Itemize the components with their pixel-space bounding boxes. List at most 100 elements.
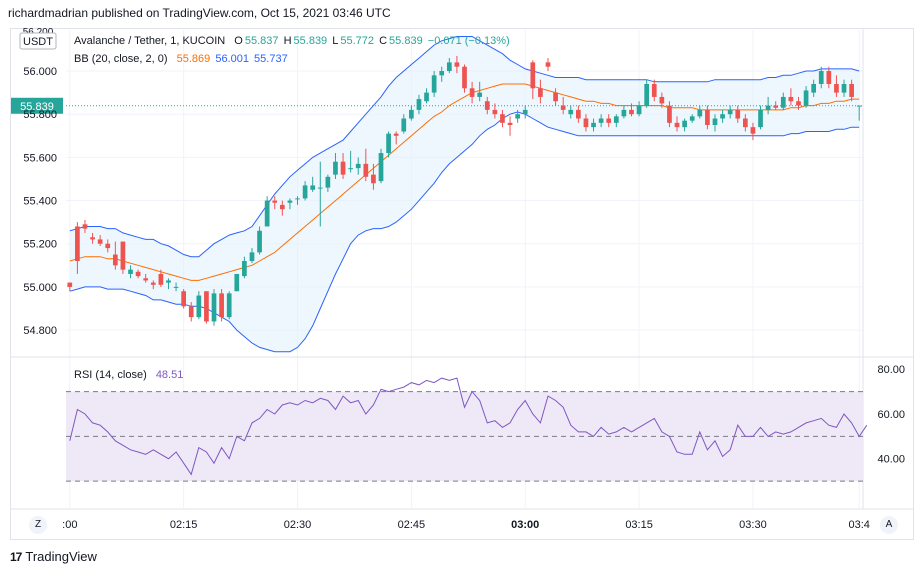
bb-label[interactable]: BB (20, close, 2, 0) [74, 53, 168, 65]
candle-body [568, 109, 574, 115]
candle-body [446, 62, 452, 72]
rsi-label[interactable]: RSI (14, close) [74, 369, 147, 381]
candle-body [636, 105, 642, 115]
candle-body [538, 88, 543, 97]
candle-body [515, 114, 520, 119]
candle-body [606, 118, 612, 123]
auto-scale-button[interactable]: A [880, 516, 898, 534]
bollinger-band-fill [69, 36, 860, 352]
candle-body [773, 105, 779, 108]
candle-body [500, 114, 505, 123]
symbol-title[interactable]: Avalanche / Tether, 1, KUCOIN [74, 35, 226, 47]
candle-body [181, 291, 187, 307]
current-price-tag [11, 97, 63, 114]
candle-body [697, 109, 703, 117]
rsi-value: 48.51 [155, 369, 184, 381]
ohlc-h-label: H [283, 35, 292, 47]
candle-body [226, 293, 232, 318]
price-tick-label: 55.000 [23, 282, 57, 294]
candle-body [219, 293, 224, 318]
candle-body [378, 153, 384, 182]
candle-body [249, 252, 255, 262]
candle-body [158, 273, 164, 285]
candle-body [386, 133, 391, 154]
ohlc-close: 55.839 [389, 35, 423, 47]
candle-body [849, 83, 854, 97]
bb-basis-value: 55.869 [176, 53, 211, 65]
candle-body [272, 200, 278, 203]
ohlc-change: −0.071 (−0.13%) [427, 35, 510, 47]
candle-body [727, 109, 733, 115]
candle-body [424, 92, 429, 102]
candle-body [765, 105, 771, 110]
candle-body [242, 261, 247, 277]
candle-body [317, 187, 323, 189]
candle-body [204, 291, 209, 322]
candle-body [712, 118, 718, 125]
candle-body [234, 273, 240, 292]
candle-body [82, 224, 88, 229]
bb-legend: BB (20, close, 2, 0) 55.869 56.001 55.73… [74, 53, 290, 65]
price-tick-label: 56.000 [23, 66, 57, 78]
price-axis-unit: USDT [23, 36, 53, 48]
candle-body [689, 116, 695, 121]
candle-body [333, 161, 338, 175]
candle-body [257, 230, 262, 253]
candle-body [750, 127, 756, 134]
bb-lower-line [69, 111, 860, 353]
time-tick-label: :00 [62, 519, 77, 531]
candle-body [188, 306, 194, 318]
candle-body [211, 293, 217, 322]
price-tick-label: 55.800 [23, 109, 57, 121]
current-price-label: 55.839 [20, 101, 54, 113]
publish-header: richardmadrian published on TradingView.… [8, 6, 391, 20]
candle-body [507, 122, 513, 125]
tradingview-brand[interactable]: 17 TradingView [10, 549, 97, 564]
bb-upper-line [69, 36, 860, 258]
time-tick-label: 03:15 [625, 519, 653, 531]
time-tick-label: 02:45 [398, 519, 426, 531]
candle-body [522, 109, 528, 115]
candle-body [651, 83, 657, 97]
time-tick-label: 02:30 [284, 519, 312, 531]
candle-body [659, 96, 665, 104]
rsi-tick-label: 60.00 [877, 409, 905, 421]
candle-body [128, 269, 133, 274]
candle-body [120, 241, 126, 270]
candle-body [484, 101, 490, 110]
candle-body [454, 62, 460, 67]
rsi-legend: RSI (14, close) 48.51 [74, 369, 185, 381]
candle-body [97, 239, 103, 244]
rsi-tick-label: 80.00 [877, 364, 905, 376]
candle-body [644, 83, 650, 106]
rsi-tick-label: 40.00 [877, 454, 905, 466]
candle-body [705, 109, 710, 125]
candle-body [826, 71, 832, 84]
candle-body [409, 109, 414, 119]
candle-body [811, 83, 817, 93]
candle-body [393, 133, 399, 136]
candle-body [780, 96, 786, 108]
ohlc-open: 55.837 [244, 35, 279, 47]
candle-body [325, 176, 331, 188]
chart-frame [10, 28, 914, 540]
candle-body [591, 122, 596, 128]
candle-body [758, 109, 763, 128]
candle-body [67, 282, 73, 287]
price-tick-label: 55.600 [23, 152, 57, 164]
time-tick-label: 02:15 [170, 519, 198, 531]
price-tick-label: 54.800 [23, 325, 57, 337]
candle-body [492, 109, 498, 115]
candle-body [742, 118, 748, 128]
candle-body [545, 62, 551, 67]
zoom-button[interactable]: Z [29, 516, 47, 534]
candle-body [735, 109, 741, 119]
candle-body [363, 163, 369, 177]
price-tick-label: 55.200 [23, 239, 57, 251]
candle-body [279, 204, 285, 210]
candle-body [401, 118, 407, 132]
candle-body [439, 71, 445, 76]
candle-body [629, 109, 634, 115]
candle-body [112, 254, 118, 266]
